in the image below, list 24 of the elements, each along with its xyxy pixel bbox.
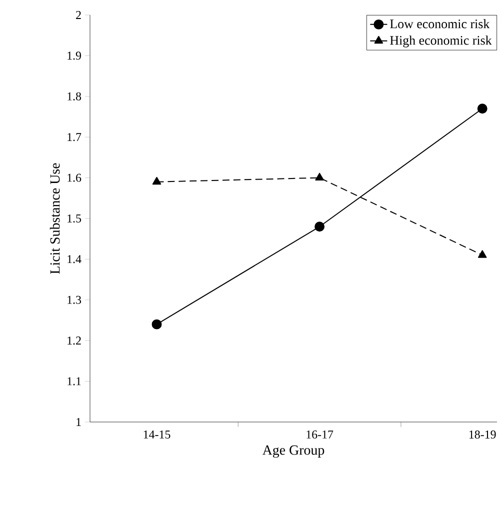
- point: [152, 176, 162, 185]
- y-tick-label: 1.7: [68, 133, 82, 142]
- point: [477, 104, 488, 114]
- y-tick-label: 1.1: [68, 377, 81, 386]
- point: [478, 250, 487, 258]
- legend-label: Low economic risk: [390, 19, 490, 28]
- y-tick-label: 1.4: [68, 255, 82, 264]
- x-tick-label: 14-15: [144, 430, 170, 439]
- y-tick-label: 1.3: [68, 296, 82, 304]
- y-tick-label: 1.8: [68, 92, 82, 100]
- y-axis-title: Licit Substance Use: [50, 163, 60, 274]
- y-tick-label: 1.9: [68, 52, 82, 60]
- y-tick-label: 1.6: [68, 174, 82, 182]
- x-axis-title: Age Group: [262, 445, 324, 458]
- y-tick-label: 1: [76, 418, 81, 426]
- point: [315, 172, 324, 181]
- y-tick-label: 1.5: [68, 214, 82, 223]
- y-tick-label: 1.2: [68, 336, 81, 345]
- x-tick-label: 18-19: [469, 430, 496, 439]
- y-tick-label: 2: [76, 11, 81, 19]
- point: [314, 222, 325, 232]
- legend-label: High economic risk: [390, 36, 492, 48]
- x-tick-label: 16-17: [306, 430, 334, 439]
- point: [152, 319, 162, 330]
